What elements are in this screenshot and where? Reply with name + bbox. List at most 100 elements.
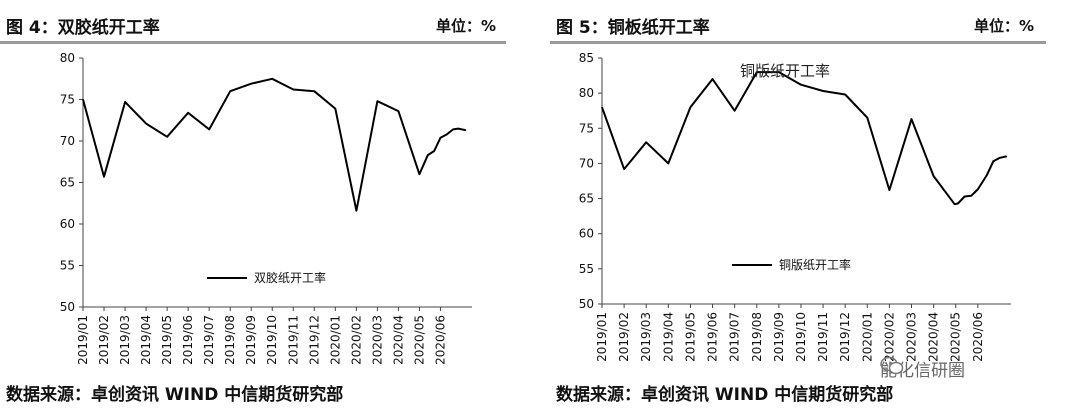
data-point [986,174,988,176]
x-tick-label: 2019/10 [794,312,808,362]
unit-label: 单位：% [436,17,497,35]
y-tick-label: 80 [60,51,75,65]
x-tick-label: 2020/01 [328,315,342,365]
x-tick-label: 2019/07 [202,315,216,365]
y-tick-label: 70 [579,156,594,170]
data-point [355,210,357,212]
legend-label: 双胶纸开工率 [254,270,326,285]
title-rule [550,41,1046,44]
data-point [465,129,467,131]
series-line [601,71,1007,206]
y-tick-label: 65 [579,192,594,206]
figure-title: 图 5：铜板纸开工率 [556,18,710,38]
data-point [667,162,669,164]
y-tick-label: 75 [60,93,75,107]
series-line [82,77,466,212]
data-point [145,123,147,125]
chart-svg-right: 50 55 60 65 70 75 80 85 2019/01 2019/02 2019/03 201… [579,51,1011,362]
data-point [623,168,625,170]
data-point [888,189,890,191]
data-point [187,112,189,114]
data-point [999,157,1001,159]
title-rule [0,41,506,44]
data-point [734,110,736,112]
x-tick-label: 2019/12 [307,315,321,365]
x-tick-label: 2019/01 [595,312,609,362]
data-point [778,71,780,73]
data-point [313,90,315,92]
x-tick-label: 2020/03 [370,315,384,365]
y-tick-label: 80 [579,86,594,100]
data-point [866,117,868,119]
x-tick-label: 2019/04 [661,312,675,362]
data-point [970,195,972,197]
data-point [954,203,956,205]
x-tick-label: 2019/06 [706,312,720,362]
x-tick-label: 2020/02 [882,312,896,362]
data-point [271,78,273,80]
wechat-icon [880,356,904,375]
x-tick-label: 2019/11 [816,312,830,362]
data-point [910,118,913,120]
x-tick-label: 2019/06 [181,315,195,365]
data-point [601,106,603,108]
x-tick-label: 2020/01 [860,312,874,362]
x-tick-label: 2020/05 [412,315,426,365]
x-tick-label: 2019/03 [639,312,653,362]
x-tick-label: 2020/05 [949,312,963,362]
x-tick-label: 2019/10 [265,315,279,365]
data-point [124,101,126,103]
data-point [756,71,758,73]
data-point [844,93,846,96]
data-point [711,78,714,80]
y-tick-label: 60 [579,227,594,241]
x-tick-label: 2019/07 [728,312,742,362]
data-point [229,90,231,92]
y-tick-label: 55 [60,259,75,273]
chart-panel-right: 图 5：铜板纸开工率 单位：% 50 55 60 65 70 75 80 85 2019/01 2… [550,0,1080,416]
x-tick-label: 2019/05 [160,315,174,365]
x-tick-label: 2020/03 [905,312,919,362]
data-point [292,88,294,91]
chart-annotation: 铜版纸开工率 [740,62,830,80]
x-tick-label: 2019/04 [139,315,153,365]
y-tick-label: 85 [579,51,594,65]
x-tick-label: 2019/09 [772,312,786,362]
data-point [439,137,442,139]
data-point [645,141,647,143]
legend-label: 铜版纸开工率 [779,257,851,272]
y-tick-label: 50 [60,300,75,314]
data-point [166,136,168,138]
x-tick-label: 2020/02 [349,315,363,365]
data-point [446,133,448,135]
source-note: 数据来源：卓创资讯 WIND 中信期货研究部 [6,385,344,405]
data-point [822,90,824,92]
data-point [800,84,802,86]
y-tick-label: 60 [60,217,75,231]
data-point [1006,155,1008,157]
data-point [457,128,459,130]
data-point [957,202,959,205]
data-point [427,154,429,156]
y-tick-label: 55 [579,262,594,276]
data-point [452,128,454,130]
x-tick-label: 2020/04 [927,312,941,362]
unit-label: 单位：% [974,17,1035,35]
data-point [397,110,399,112]
chart-panel-left: 图 4：双胶纸开工率 单位：% 50 55 60 65 70 75 80 2019/01 201… [0,0,530,416]
data-point [418,173,420,175]
data-point [376,100,378,102]
data-point [992,160,994,162]
x-tick-label: 2020/04 [391,315,405,365]
x-tick-label: 2019/09 [244,315,258,365]
data-point [933,175,935,177]
y-tick-label: 65 [60,176,75,190]
x-tick-label: 2019/08 [750,312,764,362]
source-note: 数据来源：卓创资讯 WIND 中信期货研究部 [556,385,894,405]
x-tick-label: 2019/12 [838,312,852,362]
x-tick-label: 2019/05 [683,312,697,362]
x-tick-label: 2019/08 [223,315,237,365]
x-tick-label: 2019/02 [97,315,111,365]
y-tick-label: 70 [60,134,75,148]
data-point [689,106,691,108]
